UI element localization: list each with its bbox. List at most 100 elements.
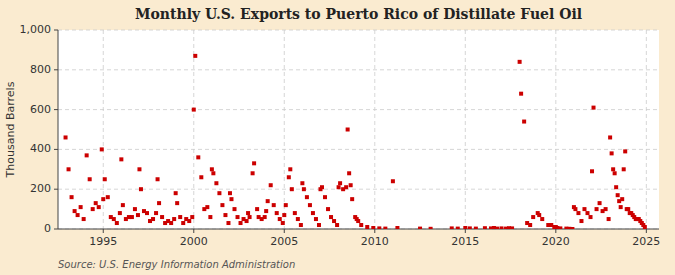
- title: Monthly U.S. Exports to Puerto Rico of D…: [135, 6, 582, 22]
- point: [558, 226, 562, 229]
- point: [359, 223, 363, 227]
- y-tick: [54, 69, 58, 70]
- point: [500, 226, 504, 229]
- point: [199, 175, 203, 179]
- point: [263, 215, 267, 219]
- point: [154, 211, 158, 215]
- point: [589, 215, 593, 219]
- point: [229, 197, 233, 201]
- point: [178, 215, 182, 219]
- x-tick-label: 1995: [89, 235, 117, 248]
- point: [573, 207, 577, 211]
- point: [613, 171, 617, 175]
- y-tick: [54, 30, 58, 31]
- point: [308, 203, 312, 207]
- point: [88, 177, 92, 181]
- point: [314, 217, 318, 221]
- y-axis-label: Thousand Barrels: [4, 81, 17, 178]
- point: [590, 169, 594, 173]
- point: [139, 187, 143, 191]
- point: [217, 191, 221, 195]
- point: [223, 213, 227, 217]
- point: [582, 207, 586, 211]
- point: [175, 201, 179, 205]
- point: [365, 225, 369, 229]
- point: [121, 203, 125, 207]
- point: [119, 157, 123, 161]
- point: [483, 226, 487, 229]
- point: [418, 227, 422, 229]
- point: [344, 185, 348, 189]
- point: [608, 135, 612, 139]
- point: [210, 167, 214, 171]
- y-grid-line: [58, 149, 659, 150]
- point: [287, 175, 291, 179]
- point: [130, 215, 134, 219]
- point: [598, 201, 602, 205]
- x-grid-line: [646, 30, 647, 229]
- point: [518, 60, 522, 64]
- point: [290, 187, 294, 191]
- x-tick: [646, 229, 647, 233]
- point: [620, 197, 624, 201]
- point: [239, 221, 243, 225]
- point: [192, 108, 196, 112]
- point: [570, 227, 574, 229]
- point: [456, 227, 460, 229]
- x-grid-line: [374, 30, 375, 229]
- point: [299, 223, 303, 227]
- axes: 02004006008001,0001995200020052010201520…: [20, 23, 661, 248]
- point: [332, 219, 336, 223]
- point: [346, 128, 350, 132]
- point: [187, 219, 191, 223]
- point: [510, 226, 514, 229]
- point: [232, 207, 236, 211]
- point: [495, 227, 499, 229]
- source: Source: U.S. Energy Information Administ…: [58, 259, 295, 270]
- point: [100, 147, 104, 151]
- point: [248, 215, 252, 219]
- grid: [58, 30, 659, 229]
- x-tick: [103, 229, 104, 233]
- x-grid-line: [284, 30, 285, 229]
- point: [302, 187, 306, 191]
- point: [329, 215, 333, 219]
- point: [64, 135, 68, 139]
- point: [463, 226, 467, 229]
- point: [317, 223, 321, 227]
- x-tick-label: 2005: [270, 235, 298, 248]
- point: [585, 211, 589, 215]
- point: [296, 217, 300, 221]
- x-tick: [193, 229, 194, 233]
- y-tick-label: 200: [30, 182, 51, 195]
- y-tick-label: 400: [30, 142, 51, 155]
- point: [338, 181, 342, 185]
- point: [592, 106, 596, 110]
- point: [67, 167, 71, 171]
- point: [160, 215, 164, 219]
- point: [282, 213, 286, 217]
- point: [281, 221, 285, 225]
- point: [474, 227, 478, 229]
- y-grid-line: [58, 109, 659, 110]
- point: [103, 177, 107, 181]
- point: [540, 217, 544, 221]
- point: [579, 219, 583, 223]
- point: [190, 215, 194, 219]
- point: [106, 195, 110, 199]
- point: [611, 167, 615, 171]
- point: [97, 205, 101, 209]
- point: [169, 221, 173, 225]
- point: [356, 219, 360, 223]
- point: [323, 195, 327, 199]
- point: [245, 219, 249, 223]
- chart: 02004006008001,0001995200020052010201520…: [0, 0, 675, 275]
- point: [196, 155, 200, 159]
- x-tick-label: 2025: [632, 235, 660, 248]
- point: [337, 185, 341, 189]
- point: [371, 226, 375, 229]
- point: [91, 207, 95, 211]
- point: [604, 207, 608, 211]
- point: [610, 151, 614, 155]
- x-tick-label: 2015: [451, 235, 479, 248]
